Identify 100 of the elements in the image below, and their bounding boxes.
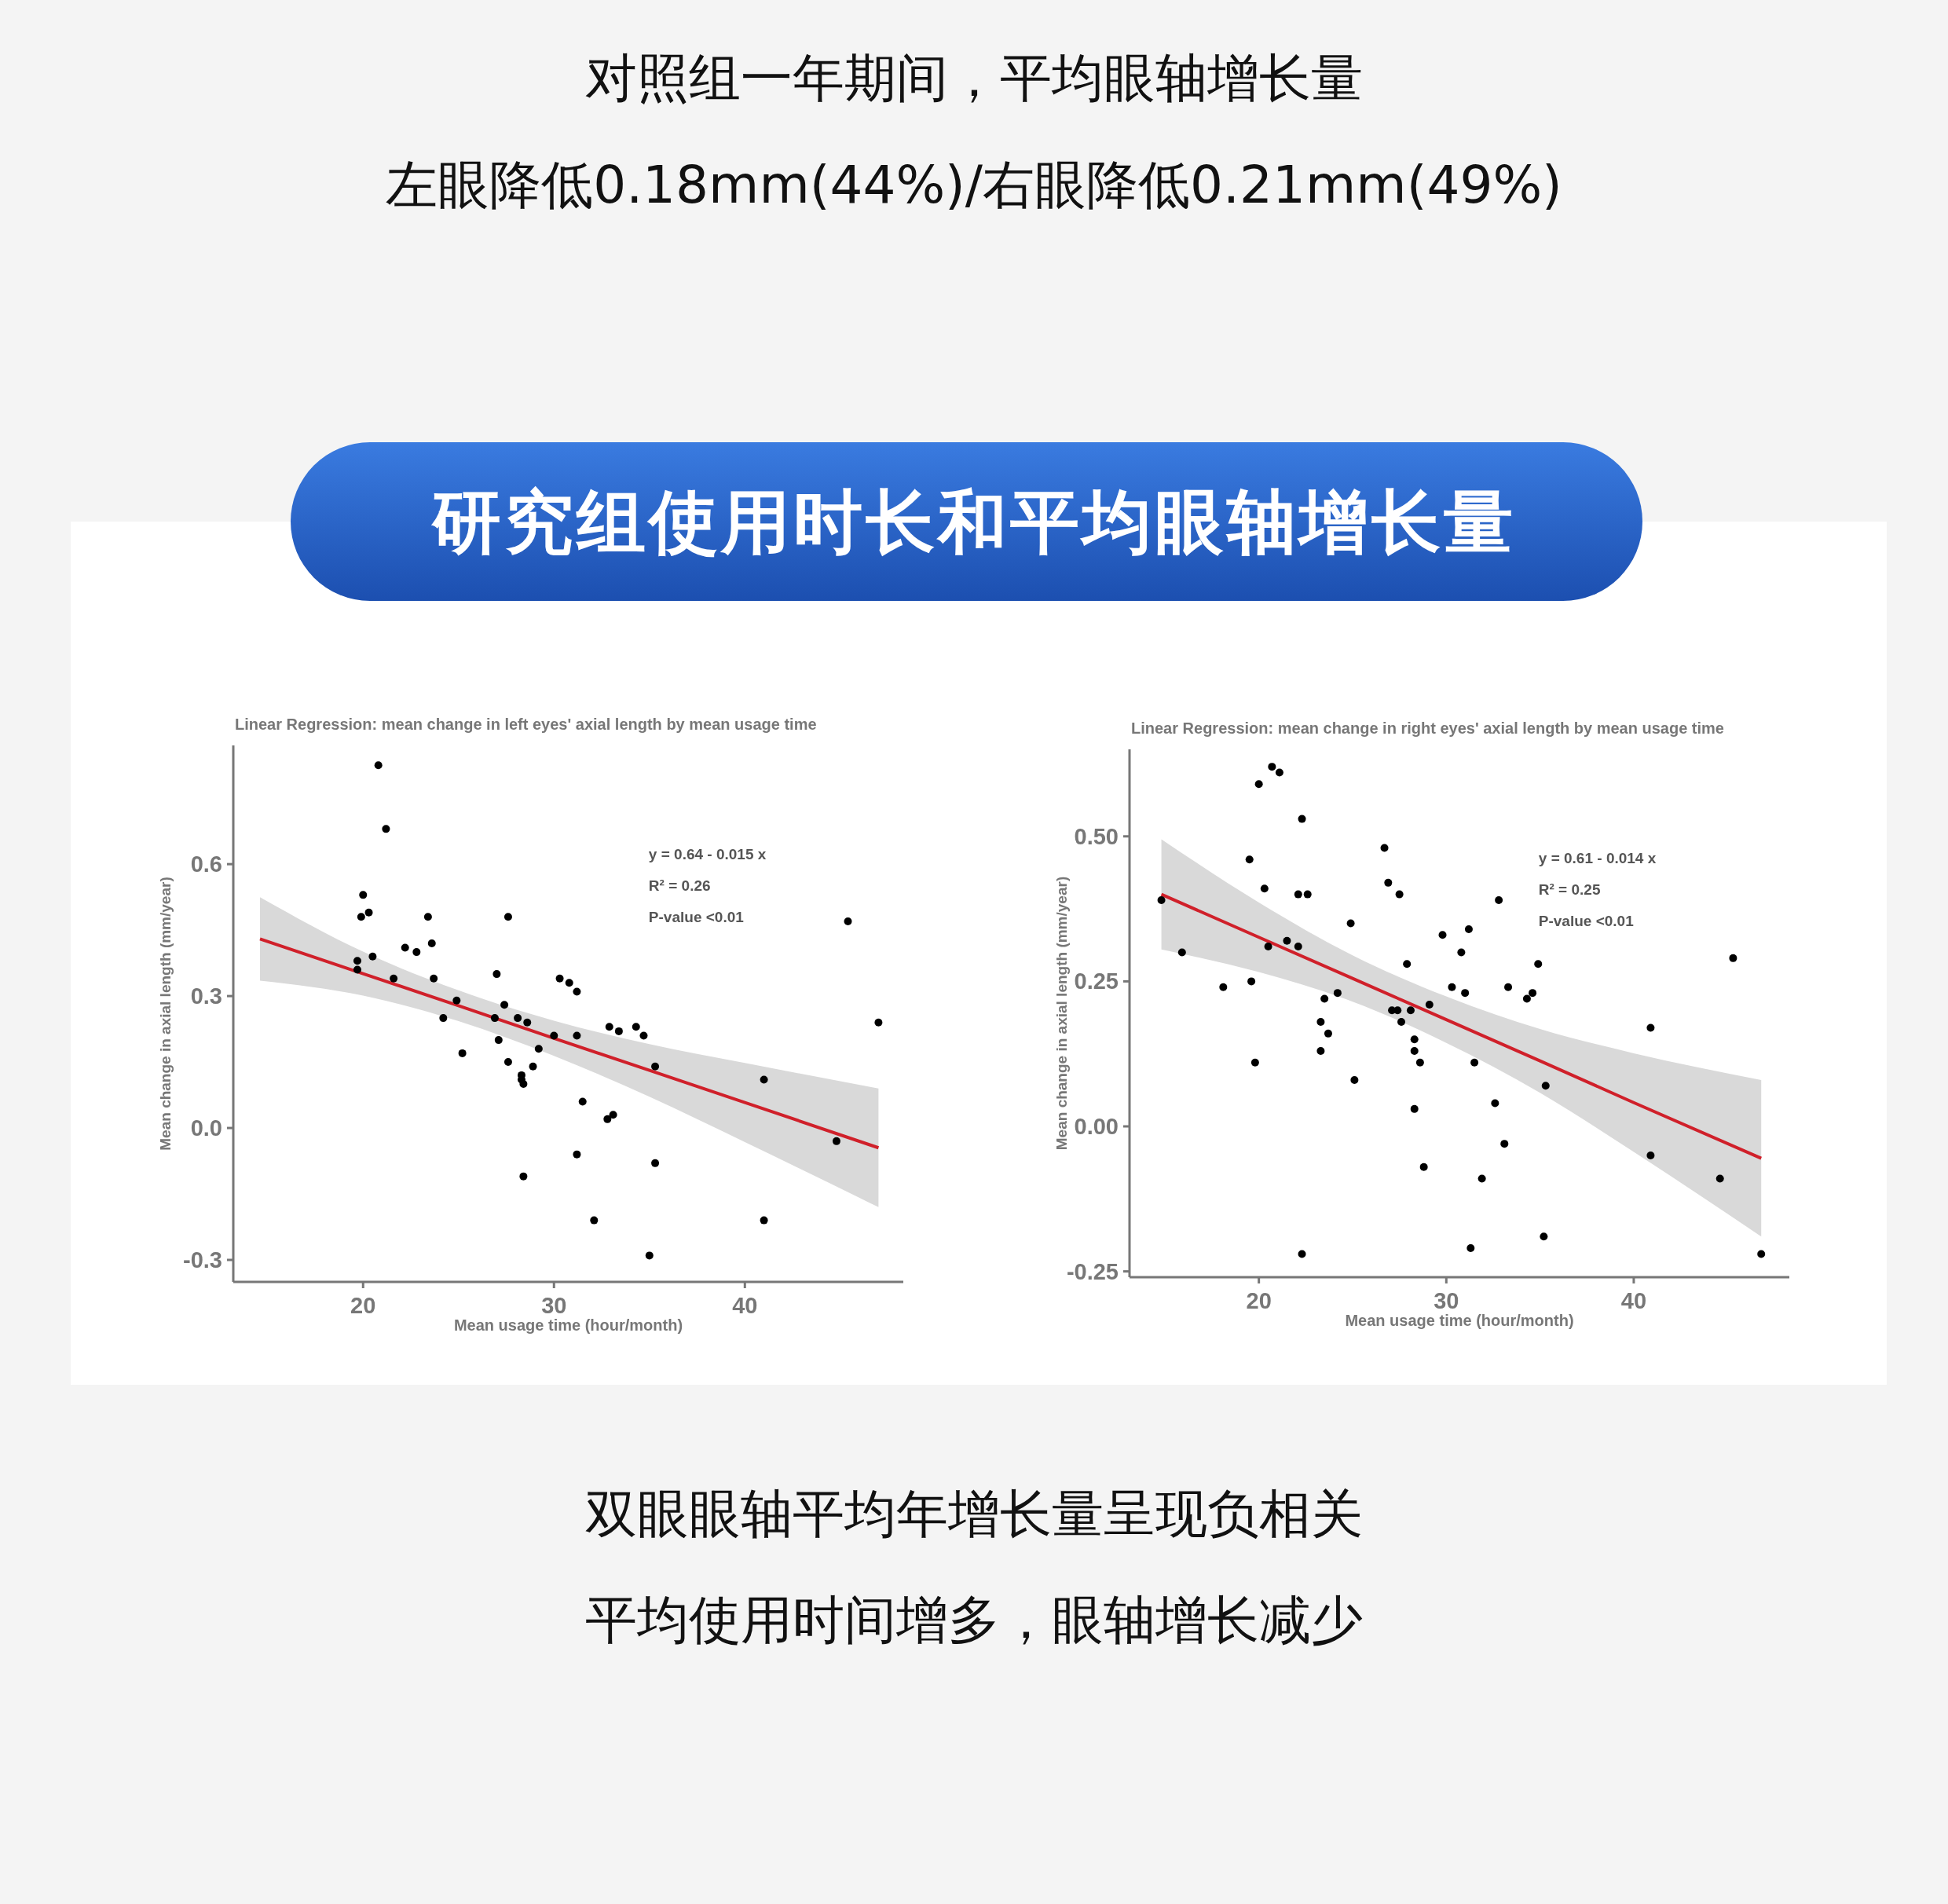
text: 研究组使用时长和平均眼轴增长量 — [430, 481, 1516, 562]
point — [1438, 931, 1447, 939]
line-series — [258, 937, 881, 1150]
point — [1541, 1082, 1550, 1090]
point — [1729, 954, 1737, 962]
x-tick-label: 30 — [1434, 1288, 1459, 1313]
annotation: P-value <0.01 — [648, 909, 745, 925]
y-tick-label: 0.00 — [1074, 1114, 1119, 1139]
point — [1298, 815, 1306, 823]
point — [1406, 1006, 1415, 1015]
y-tick-label: -0.3 — [183, 1247, 222, 1273]
point — [1715, 1174, 1724, 1183]
point — [573, 987, 581, 996]
point — [503, 913, 512, 921]
point — [1477, 1174, 1486, 1183]
point — [374, 761, 383, 770]
point — [1410, 1104, 1419, 1113]
point — [368, 952, 377, 961]
point — [519, 1172, 528, 1181]
point — [1419, 1163, 1428, 1171]
text: 左眼降低0.18mm(44%)/右眼降低0.21mm(49%) — [386, 155, 1562, 215]
point — [1500, 1140, 1509, 1148]
point — [573, 1031, 581, 1040]
point — [1534, 960, 1543, 968]
point — [1260, 884, 1269, 893]
point — [357, 913, 365, 921]
point — [1316, 1047, 1325, 1055]
text: 双眼眼轴平均年增长量呈现负相关 — [585, 1484, 1363, 1544]
y-tick-label: 0.25 — [1074, 968, 1119, 994]
point — [651, 1159, 660, 1167]
point — [494, 1036, 503, 1045]
point — [550, 1031, 558, 1040]
annotation: y = 0.61 - 0.014 x — [1538, 850, 1657, 866]
point — [1320, 994, 1329, 1003]
point — [645, 1251, 654, 1260]
y-tick-label: 0.0 — [190, 1115, 222, 1141]
point — [565, 979, 573, 987]
point — [760, 1216, 768, 1225]
x-tick-label: 40 — [1620, 1288, 1647, 1313]
x-axis-title: Mean usage time (hour/month) — [1345, 1312, 1574, 1329]
text: 平均使用时间增多，眼轴增长减少 — [585, 1590, 1363, 1650]
x-tick-label: 20 — [350, 1293, 376, 1318]
point — [390, 974, 398, 983]
point — [1522, 994, 1531, 1003]
point — [632, 1023, 640, 1031]
point — [1275, 768, 1283, 777]
point — [603, 1115, 612, 1123]
point — [1303, 890, 1312, 899]
y-axis-title: Mean change in axial length (mm/year) — [1053, 876, 1070, 1151]
point — [555, 974, 564, 983]
point — [1254, 780, 1263, 789]
point — [1415, 1058, 1424, 1067]
point — [1457, 948, 1466, 957]
point — [1529, 989, 1537, 998]
point — [503, 1058, 512, 1067]
point — [1410, 1047, 1419, 1055]
point — [832, 1137, 840, 1145]
point — [490, 1014, 499, 1023]
point — [1425, 1000, 1434, 1009]
point — [439, 1014, 448, 1023]
point — [1495, 896, 1503, 904]
point — [1384, 878, 1393, 887]
point — [1250, 1058, 1259, 1067]
point — [1333, 989, 1342, 998]
point — [1245, 855, 1254, 864]
point — [1393, 1006, 1402, 1015]
annotation: y = 0.64 - 0.015 x — [648, 846, 767, 862]
point — [573, 1150, 581, 1159]
point — [1268, 763, 1276, 771]
point — [1646, 1151, 1655, 1159]
point — [874, 1018, 883, 1027]
point — [1397, 1018, 1406, 1027]
point — [452, 996, 461, 1005]
point — [1448, 983, 1456, 991]
y-tick-label: 0.3 — [190, 983, 222, 1009]
point — [519, 1080, 528, 1089]
point — [1491, 1099, 1499, 1108]
point — [1324, 1029, 1332, 1038]
point — [1298, 1250, 1306, 1258]
point — [1504, 983, 1513, 991]
point — [353, 957, 361, 965]
point — [1461, 989, 1470, 998]
x-tick-label: 20 — [1246, 1288, 1272, 1313]
point — [1219, 983, 1228, 991]
x-axis-title: Mean usage time (hour/month) — [453, 1316, 683, 1334]
point — [1316, 1018, 1325, 1027]
point — [651, 1062, 660, 1071]
point — [1540, 1232, 1548, 1241]
point — [1757, 1250, 1766, 1258]
y-tick-label: -0.25 — [1066, 1258, 1119, 1284]
point — [609, 1111, 617, 1119]
point — [578, 1097, 587, 1106]
point — [1395, 890, 1404, 899]
point — [514, 1014, 522, 1023]
point — [353, 965, 361, 974]
point — [523, 1018, 532, 1027]
point — [500, 1001, 509, 1009]
point — [492, 970, 501, 979]
point — [1157, 896, 1166, 904]
annotation: P-value <0.01 — [1538, 913, 1635, 929]
